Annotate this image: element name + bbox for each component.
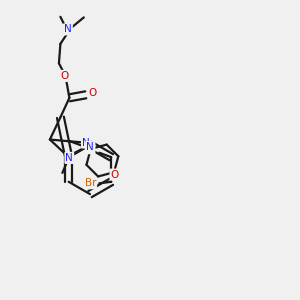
Text: O: O	[110, 169, 119, 180]
Text: O: O	[88, 88, 97, 98]
Text: Br: Br	[85, 178, 96, 188]
Text: O: O	[61, 71, 69, 81]
Text: O: O	[86, 143, 94, 153]
Text: N: N	[86, 142, 94, 152]
Text: N: N	[65, 153, 73, 163]
Text: N: N	[64, 24, 72, 34]
Text: N: N	[82, 137, 90, 148]
